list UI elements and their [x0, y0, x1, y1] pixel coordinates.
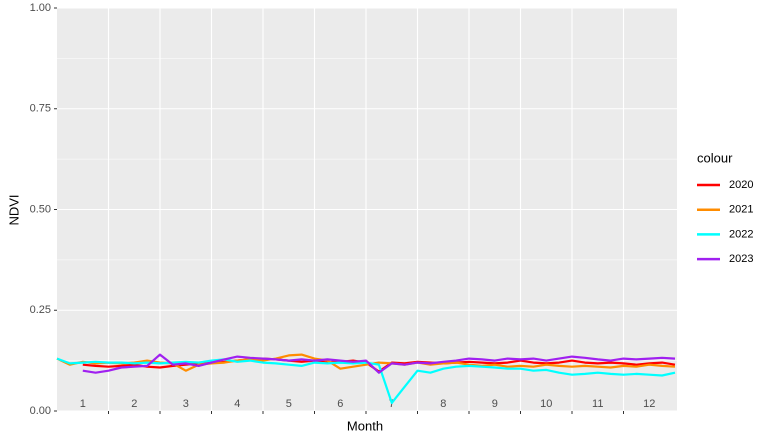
legend-text: 2022 — [729, 228, 753, 240]
series-line — [56, 357, 676, 404]
month-label: 10 — [540, 398, 552, 410]
y-tick-label: 1.00 — [30, 2, 51, 14]
month-label: 6 — [337, 398, 343, 410]
month-label: 4 — [234, 398, 240, 410]
legend-text: 2023 — [729, 253, 753, 265]
y-tick-label: 0.25 — [30, 304, 51, 316]
month-label: 5 — [286, 398, 292, 410]
y-tick-label: 0.50 — [30, 203, 51, 215]
legend-text: 2020 — [729, 179, 753, 191]
series-line — [82, 353, 676, 374]
month-label: 9 — [492, 398, 498, 410]
legend-text: 2021 — [729, 204, 753, 216]
y-tick-label: 0.00 — [30, 405, 51, 417]
month-label: 11 — [592, 398, 603, 410]
month-label: 12 — [643, 398, 655, 410]
month-label: 8 — [440, 398, 446, 410]
y-tick-label: 0.75 — [30, 103, 51, 115]
month-label: 1 — [80, 398, 86, 410]
legend-title: colour — [697, 150, 733, 165]
x-axis-title: Month — [347, 418, 383, 433]
y-axis-title: NDVI — [6, 194, 21, 225]
month-label: 2 — [131, 398, 137, 410]
month-label: 3 — [183, 398, 189, 410]
